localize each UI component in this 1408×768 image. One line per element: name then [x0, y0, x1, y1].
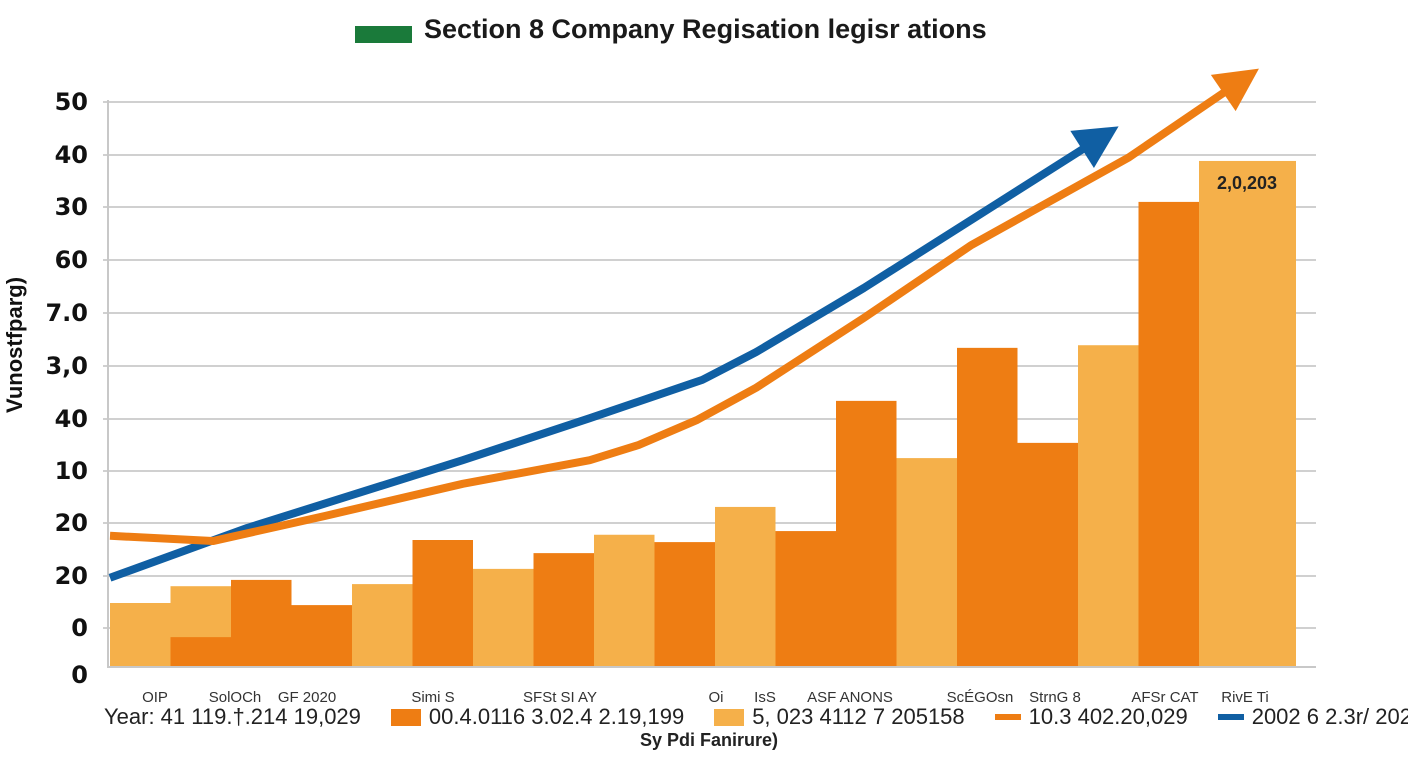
bar [1078, 345, 1139, 666]
x-tick-label: StrnG 8 [1029, 689, 1081, 706]
bar [654, 542, 715, 666]
y-tick-label: 20 [55, 562, 88, 590]
bar [594, 534, 655, 666]
legend-entry: 5, 023 4112 7 205158 [752, 704, 965, 729]
chart-title: Section 8 Company Regisation legisr atio… [424, 14, 987, 44]
orange-arrowhead [1210, 68, 1259, 112]
bar [473, 568, 534, 666]
y-tick-label: 3,0 [45, 352, 88, 380]
legend-entry: 10.3 402.20,029 [1028, 704, 1188, 729]
x-tick-label: OIP [142, 689, 168, 706]
y-tick-label: 7.0 [45, 299, 88, 327]
y-tick-label: 20 [55, 509, 88, 537]
legend: Year: 41 119.†.214 19,029 00.4.0116 3.02… [104, 704, 1408, 730]
overlay-bar [170, 637, 231, 666]
x-tick-label: ASF ANONS [807, 689, 893, 706]
x-tick-label: GF 2020 [278, 689, 336, 706]
x-tick-label: ScÉGOsn [947, 689, 1014, 706]
bar [1138, 201, 1199, 666]
y-tick-label: 40 [55, 141, 88, 169]
x-tick-label: SolOCh [209, 689, 262, 706]
x-axis-label: Sy Pdi Fanirure) [640, 730, 779, 750]
bar [231, 579, 292, 666]
bar [412, 540, 473, 666]
y-tick-label: 0 [71, 614, 88, 642]
title-swatch [355, 26, 412, 43]
legend-swatch-orange-line [994, 714, 1021, 720]
x-tick-label: RivE Ti [1221, 689, 1269, 706]
bar [896, 458, 957, 666]
bar [1199, 160, 1296, 666]
legend-entry: 2002 6 2.3r/ 20226 [1251, 704, 1408, 729]
x-tick-label: Oi [709, 689, 724, 706]
bar-data-label: 2,0,203 [1217, 173, 1277, 193]
x-tick-label: AFSr CAT [1131, 689, 1198, 706]
x-tick-label: IsS [754, 689, 776, 706]
blue-series-line [108, 141, 1092, 582]
bar [775, 531, 836, 666]
blue-arrowhead [1070, 126, 1119, 169]
x-tick-label: Simi S [411, 689, 454, 706]
bar [110, 603, 171, 666]
orange-series-line [109, 85, 1233, 546]
x-tick-label: SFSt SI AY [523, 689, 597, 706]
y-tick-label: 30 [55, 193, 88, 221]
bar [352, 584, 413, 666]
legend-year: Year: 41 119.†.214 19,029 [104, 704, 361, 729]
bar [291, 605, 352, 666]
y-tick-label: 60 [55, 246, 88, 274]
bar [957, 347, 1018, 666]
y-tick-label: 0 [71, 661, 88, 689]
legend-entry: 00.4.0116 3.02.4 2.19,199 [428, 704, 685, 729]
legend-swatch-dark-bar [390, 708, 421, 726]
y-tick-label: 50 [55, 88, 88, 116]
bar [715, 506, 776, 666]
y-tick-label: 40 [55, 405, 88, 433]
bar [533, 553, 594, 666]
legend-swatch-light-bar [714, 708, 745, 726]
y-tick-label: 10 [55, 457, 88, 485]
legend-swatch-blue-line [1217, 714, 1244, 720]
bar [836, 400, 897, 666]
bar [1017, 442, 1078, 666]
